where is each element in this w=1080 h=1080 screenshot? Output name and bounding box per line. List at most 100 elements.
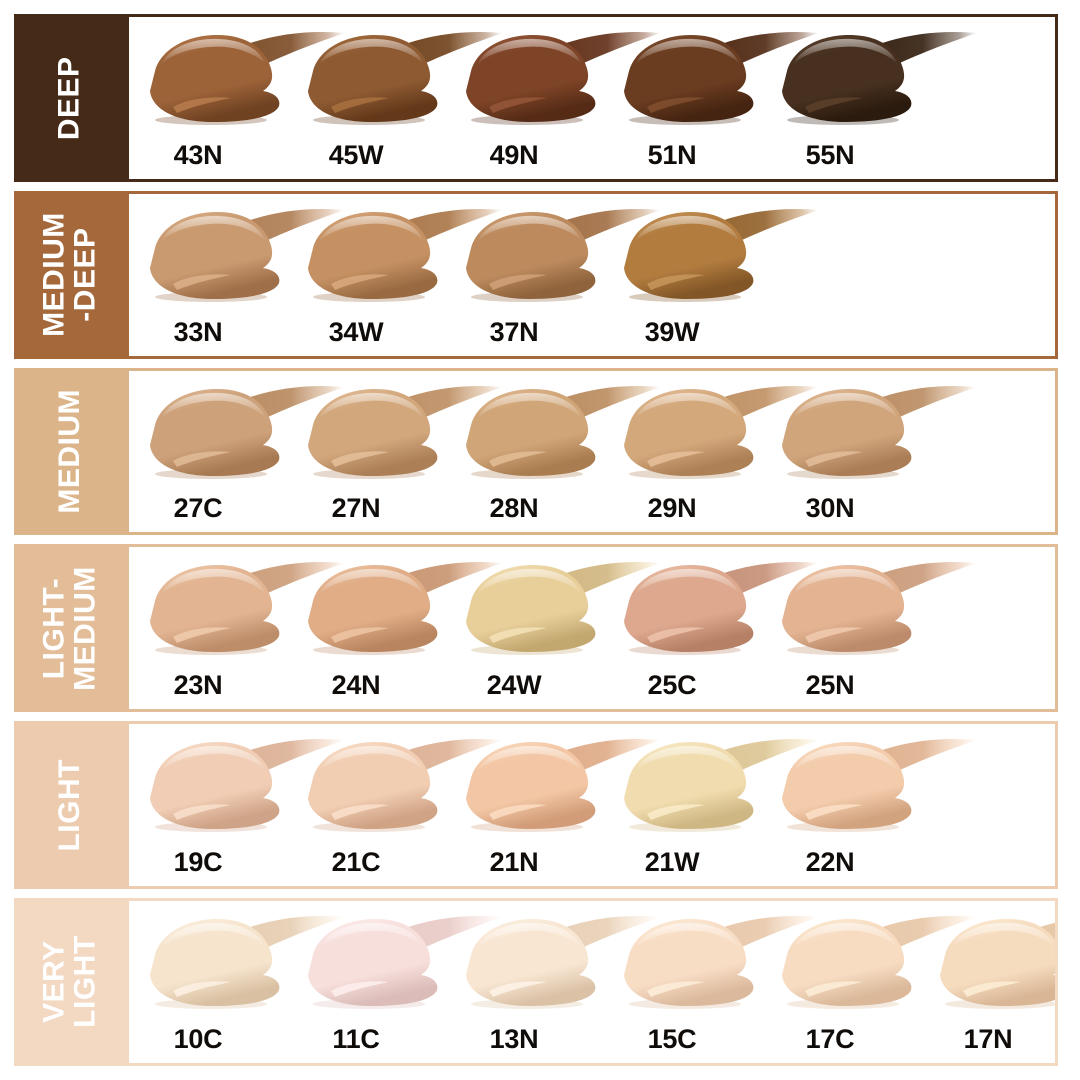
foundation-smear-icon (771, 23, 989, 127)
swatch-panel: 10C 11C 13N 15C 17C 17N (126, 898, 1058, 1066)
swatch-panel: 27C 27N 28N 29N 30N (126, 367, 1058, 536)
shade-swatch[interactable]: 21N (455, 724, 661, 886)
shade-code-label: 49N (489, 139, 539, 170)
shade-code-label: 43N (173, 139, 223, 170)
swatch-strip: 10C 11C 13N 15C 17C 17N (129, 901, 1055, 1063)
shade-code-label: 30N (805, 493, 855, 524)
shade-swatch[interactable]: 13N (455, 901, 661, 1063)
category-label-line2: MEDIUM (68, 566, 101, 691)
shade-swatch[interactable]: 15C (613, 901, 819, 1063)
shade-code-label: 51N (647, 139, 697, 170)
shade-code-label: 27N (331, 493, 381, 524)
category-label-line1: DEEP (52, 56, 86, 140)
shade-code-label: 33N (173, 316, 223, 347)
shade-code-label: 21C (331, 847, 381, 878)
category-label: LIGHT (52, 758, 86, 852)
shade-code-label: 11C (332, 1023, 380, 1054)
category-band: VERY LIGHT (14, 898, 126, 1066)
shade-code-label: 24W (486, 670, 542, 701)
shade-swatch[interactable]: 21W (613, 724, 819, 886)
category-label-line1: LIGHT (52, 758, 86, 852)
shade-swatch[interactable]: 24W (455, 547, 661, 709)
category-label: VERY LIGHT (37, 935, 101, 1029)
shade-swatch[interactable]: 37N (455, 194, 661, 356)
swatch-panel: 23N 24N 24W 25C 25N (126, 544, 1058, 713)
shade-swatch[interactable]: 30N (771, 371, 977, 533)
shade-row-deep: DEEP 43N 45W 49N 51N 55N (14, 14, 1058, 182)
shade-swatch[interactable]: 27N (297, 371, 503, 533)
shade-swatch[interactable]: 24N (297, 547, 503, 709)
category-label: DEEP (52, 56, 86, 140)
shade-row-light-medium: LIGHT- MEDIUM 23N 24N 24W 25C 25N (14, 544, 1058, 713)
shade-swatch[interactable]: 45W (297, 17, 503, 179)
shade-code-label: 25N (805, 670, 855, 701)
shade-swatch[interactable]: 22N (771, 724, 977, 886)
shade-swatch[interactable]: 27C (139, 371, 345, 533)
shade-swatch[interactable]: 11C (297, 901, 503, 1063)
shade-swatch[interactable]: 34W (297, 194, 503, 356)
shade-code-label: 10C (173, 1023, 223, 1054)
shade-swatch[interactable]: 25N (771, 547, 977, 709)
shade-code-label: 55N (805, 139, 855, 170)
category-label: MEDIUM (52, 389, 86, 514)
foundation-smear-icon (771, 377, 989, 481)
shade-swatch[interactable]: 28N (455, 371, 661, 533)
swatch-strip: 27C 27N 28N 29N 30N (129, 371, 1055, 533)
shade-row-light: LIGHT 19C 21C 21N 21W 22N (14, 721, 1058, 890)
swatch-strip: 43N 45W 49N 51N 55N (129, 17, 1055, 179)
shade-swatch[interactable]: 10C (139, 901, 345, 1063)
shade-swatch[interactable]: 25C (613, 547, 819, 709)
category-label-line1: VERY (37, 940, 71, 1024)
category-band: LIGHT- MEDIUM (14, 544, 126, 713)
category-label: MEDIUM -DEEP (37, 212, 101, 337)
shade-swatch[interactable]: 23N (139, 547, 345, 709)
swatch-strip: 23N 24N 24W 25C 25N (129, 547, 1055, 709)
shade-code-label: 17N (963, 1023, 1013, 1054)
foundation-smear-icon (771, 730, 989, 834)
foundation-smear-icon (771, 553, 989, 657)
category-label-line2: LIGHT (68, 935, 101, 1029)
category-band: DEEP (14, 14, 126, 182)
shade-code-label: 39W (644, 316, 700, 347)
shade-swatch[interactable]: 17N (929, 901, 1055, 1063)
foundation-smear-icon (929, 907, 1055, 1011)
shade-row-very-light: VERY LIGHT 10C 11C 13N 15C 17C 17N (14, 898, 1058, 1066)
shade-code-label: 24N (331, 670, 381, 701)
shade-swatch[interactable]: 51N (613, 17, 819, 179)
shade-swatch[interactable]: 55N (771, 17, 977, 179)
shade-swatch[interactable]: 19C (139, 724, 345, 886)
shade-row-medium-deep: MEDIUM -DEEP 33N 34W 37N 39W (14, 190, 1058, 359)
category-label-line2: -DEEP (68, 227, 101, 322)
shade-code-label: 22N (805, 847, 855, 878)
shade-swatch[interactable]: 21C (297, 724, 503, 886)
category-band: MEDIUM (14, 367, 126, 536)
shade-code-label: 21W (644, 847, 700, 878)
swatch-strip: 19C 21C 21N 21W 22N (129, 724, 1055, 886)
shade-code-label: 15C (647, 1023, 697, 1054)
swatch-panel: 43N 45W 49N 51N 55N (126, 14, 1058, 182)
shade-swatch[interactable]: 43N (139, 17, 345, 179)
swatch-panel: 33N 34W 37N 39W (126, 190, 1058, 359)
shade-code-label: 37N (489, 316, 539, 347)
shade-code-label: 45W (328, 139, 384, 170)
shade-code-label: 21N (489, 847, 539, 878)
foundation-smear-icon (613, 200, 831, 304)
shade-swatch[interactable]: 39W (613, 194, 819, 356)
shade-code-label: 13N (489, 1023, 539, 1054)
shade-swatch[interactable]: 33N (139, 194, 345, 356)
shade-swatch[interactable]: 49N (455, 17, 661, 179)
shade-swatch[interactable]: 29N (613, 371, 819, 533)
shade-code-label: 28N (489, 493, 539, 524)
shade-code-label: 25C (647, 670, 697, 701)
swatch-panel: 19C 21C 21N 21W 22N (126, 721, 1058, 890)
shade-swatch[interactable]: 17C (771, 901, 977, 1063)
category-label: LIGHT- MEDIUM (37, 566, 101, 691)
shade-code-label: 23N (173, 670, 223, 701)
swatch-strip: 33N 34W 37N 39W (129, 194, 1055, 356)
shade-code-label: 19C (173, 847, 223, 878)
category-band: LIGHT (14, 721, 126, 890)
shade-row-medium: MEDIUM 27C 27N 28N 29N 30N (14, 367, 1058, 536)
shade-code-label: 27C (173, 493, 223, 524)
category-label-line1: MEDIUM (52, 389, 86, 514)
category-label-line1: LIGHT- (37, 577, 71, 680)
